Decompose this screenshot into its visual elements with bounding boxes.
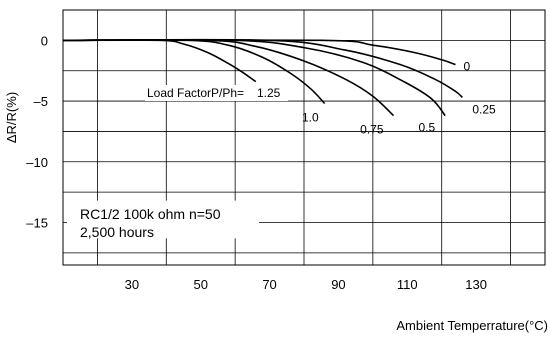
- tick-labels: 30 50 70 90 110 130 0 –5 –10 –15: [26, 33, 487, 292]
- annotation-line-1: RC1/2 100k ohm n=50: [80, 206, 221, 222]
- annotation-line-2: 2,500 hours: [80, 224, 154, 240]
- grid: [63, 10, 545, 265]
- x-axis-title: Ambient Temperrature(°C): [396, 318, 548, 333]
- series-line-0.75: [62, 39, 395, 117]
- series-line-0: [62, 39, 456, 66]
- y-tick-label: –15: [26, 216, 48, 231]
- series-label-1.0: 1.0: [302, 111, 319, 125]
- series-line-0.5: [62, 39, 446, 117]
- series-label-0.5: 0.5: [418, 121, 435, 135]
- annotation-box: [67, 200, 259, 239]
- x-tick-label: 130: [465, 277, 487, 292]
- curves: 1.0 0.75 0.5 0.25 0: [62, 38, 496, 137]
- x-tick-label: 70: [262, 277, 276, 292]
- x-tick-label: 110: [397, 277, 418, 292]
- y-tick-label: –5: [34, 94, 48, 109]
- x-tick-label: 90: [331, 277, 345, 292]
- series-line-1.25: [62, 39, 257, 83]
- y-tick-label: 0: [41, 33, 48, 48]
- y-axis-title: ΔR/R(%): [4, 92, 19, 143]
- series-label-0.25: 0.25: [472, 102, 496, 116]
- load-factor-prefix: Load FactorP/Ph=: [147, 86, 244, 100]
- y-tick-label: –10: [26, 155, 48, 170]
- load-factor-label-bg: [145, 85, 288, 101]
- series-label-0: 0: [463, 60, 470, 74]
- series-label-0.75: 0.75: [360, 123, 384, 137]
- plot-frame: [62, 9, 546, 266]
- series-label-1.25: 1.25: [257, 86, 281, 100]
- x-tick-label: 30: [125, 277, 139, 292]
- x-tick-label: 50: [193, 277, 207, 292]
